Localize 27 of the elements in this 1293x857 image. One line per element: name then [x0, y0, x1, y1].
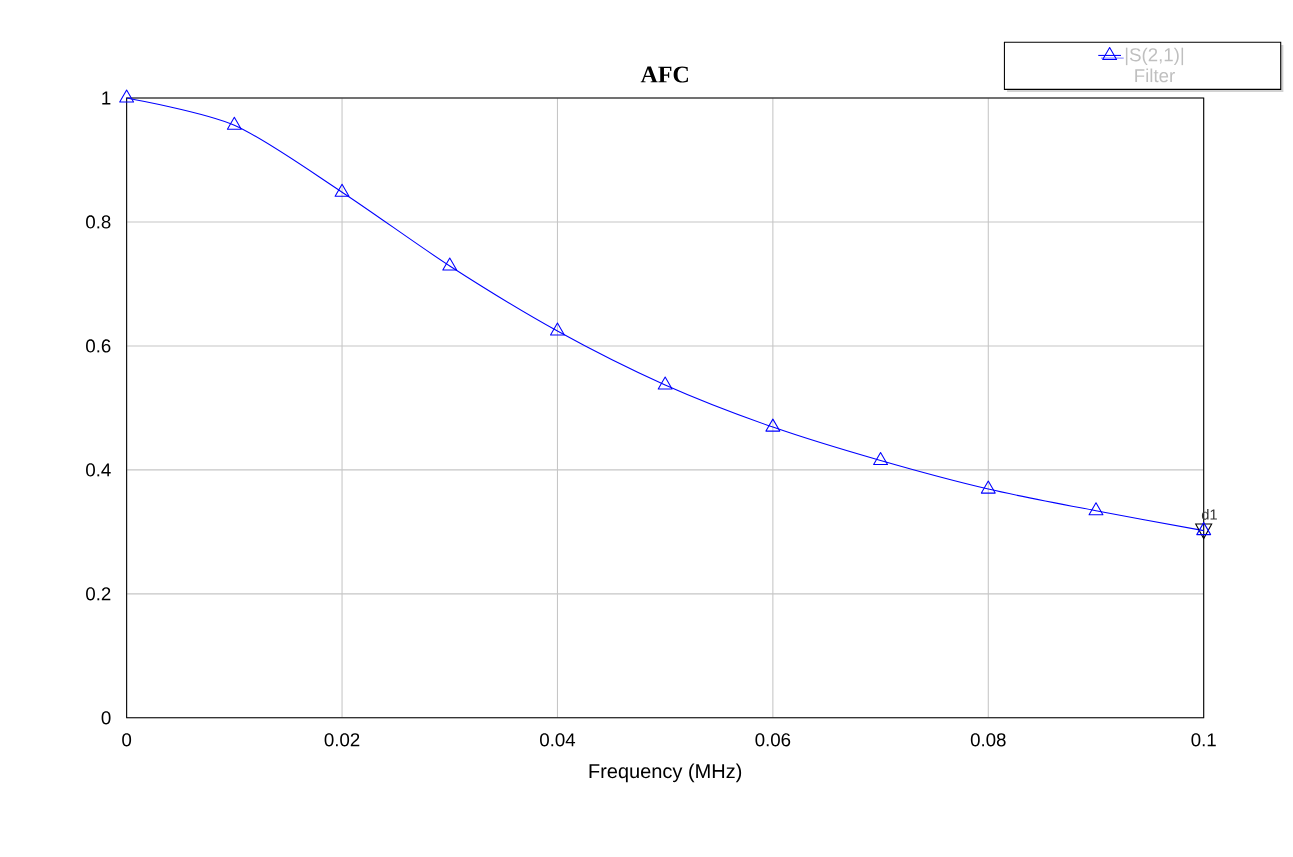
point — [657, 376, 673, 390]
x-tick-label: 0.06 — [755, 733, 791, 747]
y-tick-label: 0.6 — [86, 339, 111, 353]
point — [549, 322, 565, 336]
point — [119, 89, 135, 103]
y-tick-label: 0.4 — [86, 463, 111, 477]
point — [1088, 502, 1104, 516]
point — [980, 480, 996, 494]
point — [1196, 522, 1212, 536]
point — [442, 257, 458, 271]
x-tick-label: 0 — [122, 733, 132, 747]
point — [226, 116, 242, 130]
y-tick-label: 0.8 — [86, 215, 111, 229]
y-tick-label: 1 — [102, 91, 111, 105]
text: Filter — [1135, 68, 1175, 83]
x-tick-label: 0.08 — [970, 733, 1006, 747]
x-axis-title: Frequency (MHz) — [589, 763, 742, 783]
y-tick-label: 0 — [101, 711, 111, 725]
point — [765, 418, 781, 432]
y-tick-label: 0.2 — [86, 587, 111, 601]
x-tick-label: 0.04 — [540, 733, 576, 747]
point — [334, 183, 350, 197]
chart-title: AFC — [640, 66, 688, 83]
x-tick-label: 0.1 — [1191, 733, 1216, 747]
legend-label: |S(2,1)| — [1125, 47, 1184, 66]
x-tick-label: 0.02 — [324, 733, 360, 747]
point — [873, 452, 889, 466]
